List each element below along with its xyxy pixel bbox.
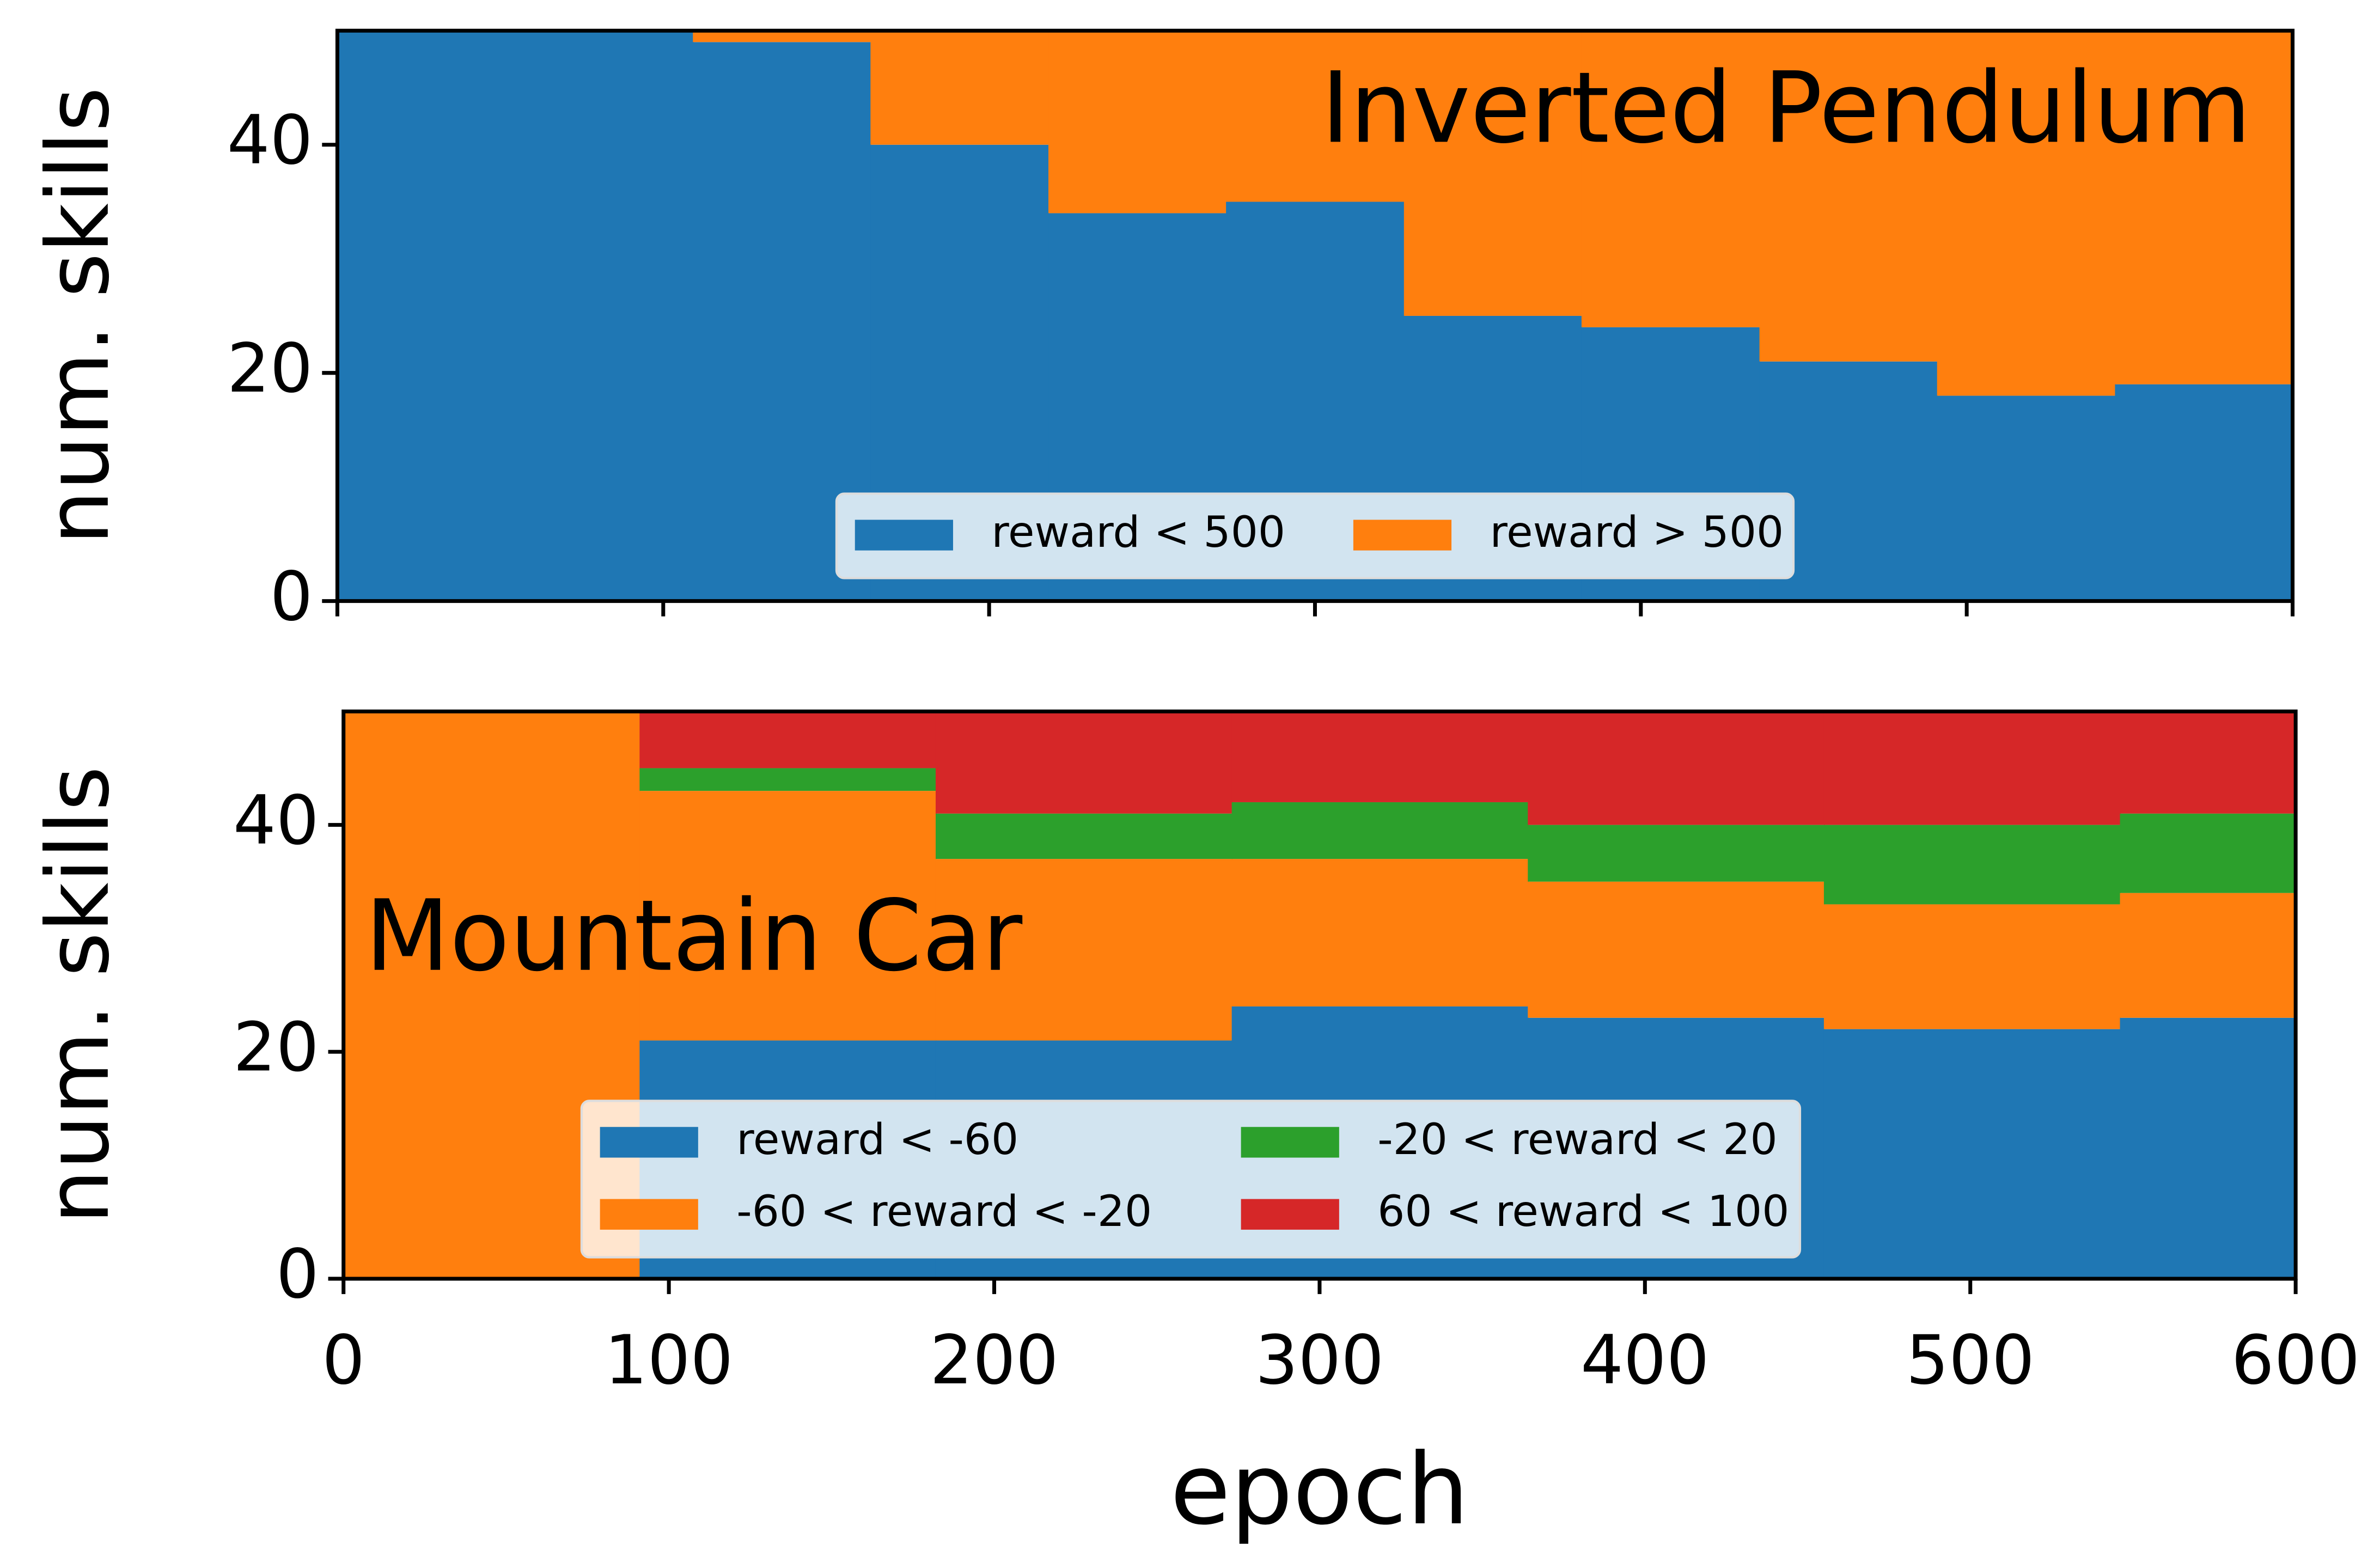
area-step	[2120, 893, 2297, 1018]
area-step	[935, 711, 1233, 814]
area-step	[2120, 1017, 2297, 1279]
legend-label: reward > 500	[1490, 507, 1784, 557]
y-axis-label: num. skills	[29, 87, 129, 545]
area-step	[1581, 30, 1761, 327]
legend-swatch	[1241, 1127, 1339, 1158]
area-step	[1048, 30, 1227, 213]
legend-swatch	[855, 520, 953, 551]
area-step	[1528, 711, 1825, 825]
x-tick-label: 500	[1906, 1321, 2034, 1400]
legend-swatch	[600, 1127, 698, 1158]
legend-swatch	[600, 1199, 698, 1230]
annotation: Mountain Car	[365, 880, 1023, 993]
area-step	[2120, 813, 2297, 893]
area-step	[639, 791, 937, 1041]
area-step	[1823, 825, 2121, 905]
x-axis-label: epoch	[1170, 1433, 1469, 1544]
y-axis-label: num. skills	[29, 766, 129, 1224]
y-tick-label: 20	[233, 1008, 319, 1087]
legend-box	[580, 1100, 1802, 1259]
x-tick-label: 300	[1255, 1321, 1384, 1400]
legend-label: 60 < reward < 100	[1377, 1186, 1789, 1236]
area-step	[1528, 825, 1825, 882]
area-step	[870, 30, 1049, 145]
area-step	[693, 30, 872, 42]
y-tick-label: 40	[233, 782, 319, 860]
area-step	[2115, 30, 2294, 385]
area-step	[1528, 881, 1825, 1018]
legend: reward < 500 reward > 500	[835, 492, 1795, 579]
legend-box	[835, 492, 1795, 579]
area-step	[515, 30, 694, 601]
legend-label: reward < 500	[991, 507, 1285, 557]
legend-label: -20 < reward < 20	[1377, 1114, 1777, 1164]
legend-label: reward < -60	[736, 1114, 1018, 1164]
area-step	[1759, 30, 1938, 362]
legend-swatch	[1241, 1199, 1339, 1230]
area-step	[1937, 395, 2116, 601]
area-step	[1937, 30, 2116, 396]
area-step	[1231, 802, 1529, 859]
area-step	[337, 30, 516, 601]
area-step	[639, 711, 937, 768]
area-step	[1823, 904, 2121, 1029]
area-step	[1231, 711, 1529, 802]
area-step	[639, 768, 937, 791]
legend-label: -60 < reward < -20	[736, 1186, 1152, 1236]
y-tick-label: 40	[227, 101, 313, 180]
area-step	[2115, 384, 2294, 601]
area-step	[1226, 30, 1405, 202]
area-step	[2120, 711, 2297, 814]
y-tick-label: 0	[270, 558, 313, 636]
area-step	[1231, 859, 1529, 1006]
area-step	[1823, 1029, 2121, 1279]
area-step	[1403, 30, 1583, 316]
x-tick-label: 400	[1580, 1321, 1709, 1400]
x-tick-label: 600	[2231, 1321, 2360, 1400]
y-tick-label: 20	[227, 329, 313, 408]
x-tick-label: 100	[605, 1321, 733, 1400]
x-tick-label: 200	[930, 1321, 1058, 1400]
legend-swatch	[1353, 520, 1452, 551]
legend: reward < -60 -60 < reward < -20 -20 < rewa…	[580, 1100, 1802, 1259]
annotation: Inverted Pendulum	[1321, 51, 2251, 165]
area-step	[935, 859, 1233, 1041]
y-tick-label: 0	[276, 1235, 319, 1314]
x-tick-label: 0	[322, 1321, 365, 1400]
area-step	[935, 813, 1233, 859]
area-step	[1823, 711, 2121, 825]
